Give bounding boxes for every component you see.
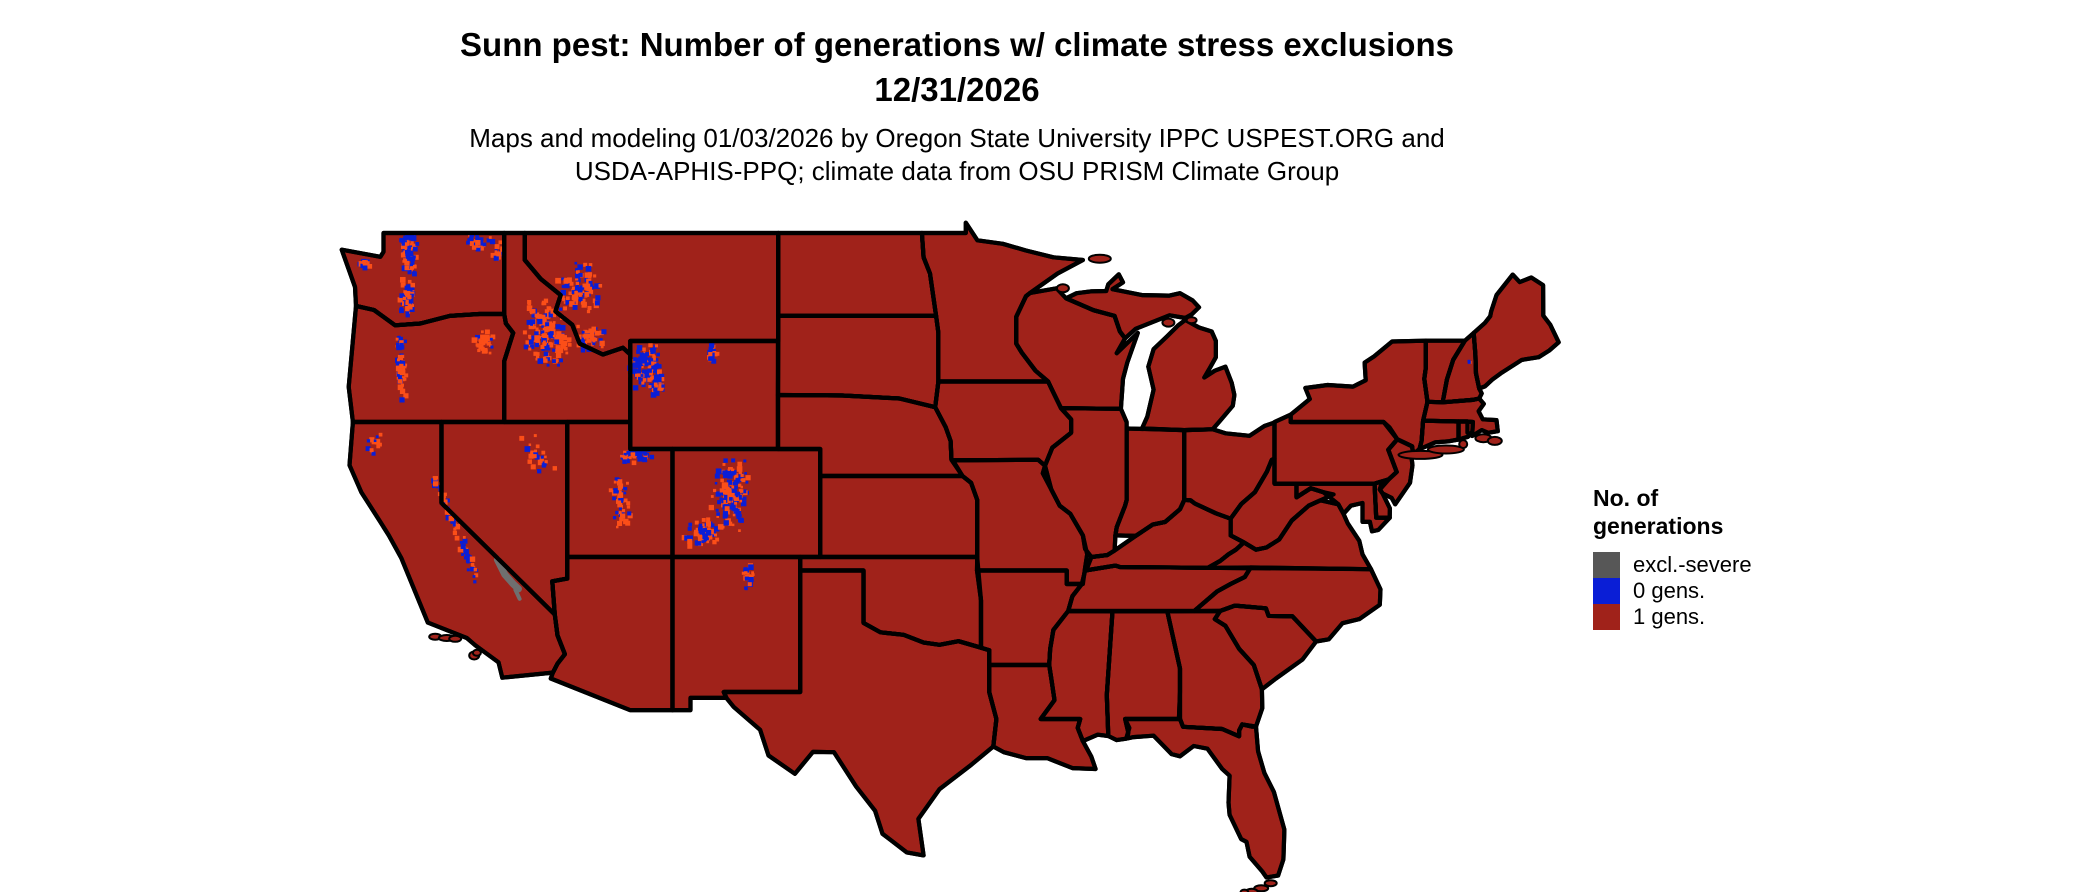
state-borders xyxy=(339,220,1561,880)
figure-subtitle-line2: USDA-APHIS-PPQ; climate data from OSU PR… xyxy=(574,156,1340,186)
legend-label: 0 gens. xyxy=(1633,578,1706,603)
legend-title-line2: generations xyxy=(1593,513,1724,539)
figure-title: Sunn pest: Number of generations w/ clim… xyxy=(0,22,1914,112)
figure-title-line2: 12/31/2026 xyxy=(874,71,1040,108)
legend-items: excl.-severe 0 gens. 1 gens. xyxy=(1593,552,1752,630)
legend-row: excl.-severe xyxy=(1593,552,1752,578)
legend-label: 1 gens. xyxy=(1633,604,1706,629)
state-nm xyxy=(670,554,803,713)
state-fl xyxy=(1123,716,1287,880)
legend-swatch-0 xyxy=(1593,552,1620,578)
figure-subtitle-line1: Maps and modeling 01/03/2026 by Oregon S… xyxy=(469,123,1445,153)
state-or xyxy=(346,303,516,425)
legend-title: No. of generations xyxy=(1593,484,1752,540)
figure-subtitle: Maps and modeling 01/03/2026 by Oregon S… xyxy=(0,122,1914,188)
excl-severe-patches xyxy=(493,556,522,601)
legend-row: 0 gens. xyxy=(1593,578,1752,604)
islands xyxy=(428,253,1503,892)
state-me xyxy=(1471,272,1561,391)
legend-row: 1 gens. xyxy=(1593,604,1752,630)
state-milp xyxy=(1139,317,1237,433)
legend-title-line1: No. of xyxy=(1593,485,1659,511)
raster-speckles xyxy=(357,231,1472,591)
state-nd xyxy=(776,230,939,318)
state-fills xyxy=(339,220,1561,880)
legend-swatch-2 xyxy=(1593,604,1620,630)
figure-title-line1: Sunn pest: Number of generations w/ clim… xyxy=(460,26,1454,63)
state-pa xyxy=(1272,412,1400,486)
state-ks xyxy=(818,473,980,560)
legend-swatch-1 xyxy=(1593,578,1620,604)
legend-label: excl.-severe xyxy=(1633,552,1752,577)
map-legend: No. of generations excl.-severe 0 gens. 1 … xyxy=(1593,484,1752,630)
